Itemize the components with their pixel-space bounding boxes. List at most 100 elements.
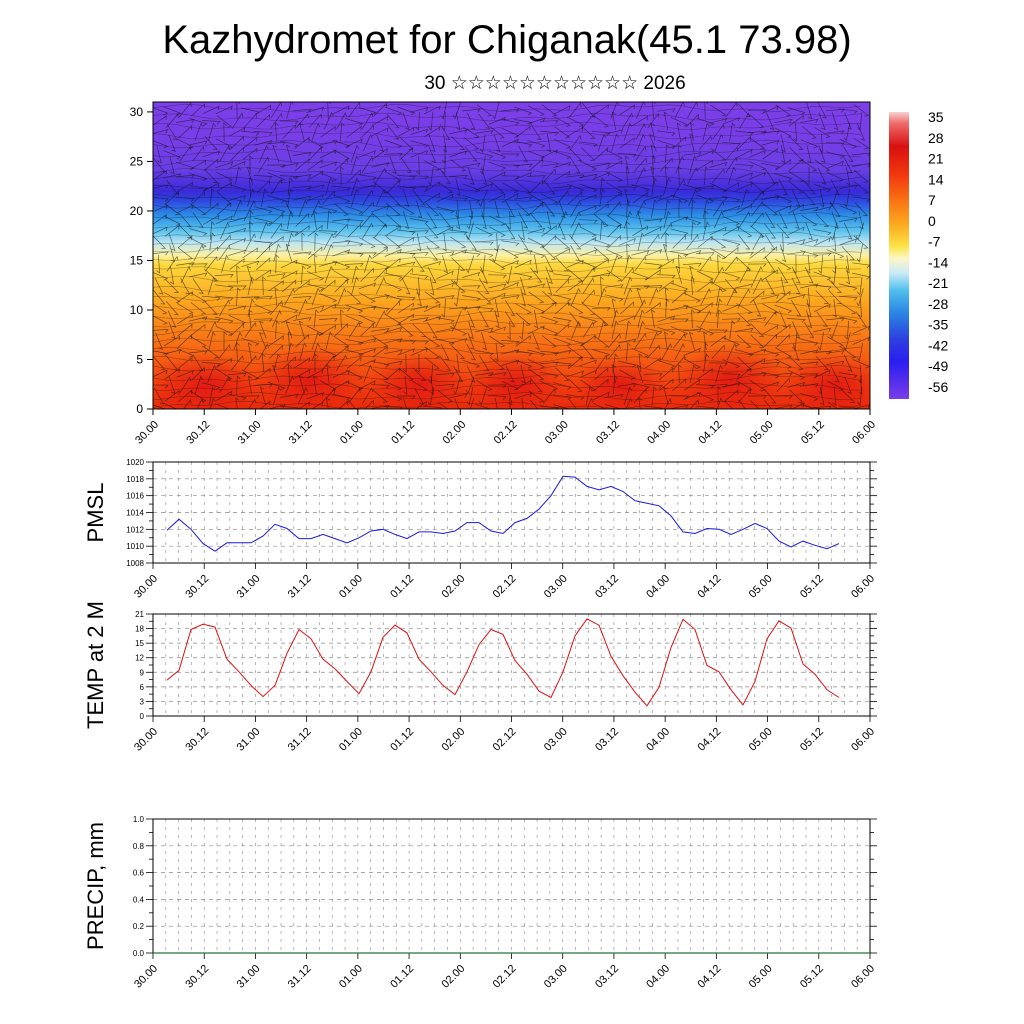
- wind-barb: [689, 155, 697, 174]
- wind-barb: [362, 133, 373, 152]
- wind-barb: [736, 367, 752, 380]
- wind-barb: [439, 168, 451, 184]
- page-subtitle: 30 ☆☆☆☆☆☆☆☆☆☆☆ 2026: [424, 73, 686, 94]
- wind-barb: [501, 380, 520, 391]
- wind-barb: [489, 258, 506, 271]
- wind-barb: [597, 287, 607, 306]
- wind-barb: [319, 261, 338, 267]
- wind-barb: [554, 170, 571, 181]
- wind-barb: [817, 332, 825, 351]
- wind-barb: [487, 274, 507, 279]
- wind-barb: [747, 395, 767, 400]
- wind-barb: [427, 167, 434, 186]
- wind-barb: [424, 357, 440, 370]
- wind-barb: [799, 373, 819, 378]
- wind-barb: [452, 102, 462, 120]
- wind-barb: [643, 383, 663, 389]
- wind-barb: [750, 212, 764, 228]
- wind-barb: [854, 202, 868, 216]
- wind-barb: [826, 171, 844, 182]
- wind-barb: [320, 324, 337, 335]
- wind-barb: [467, 167, 475, 186]
- wind-barb: [682, 262, 702, 267]
- wind-barb: [815, 213, 829, 227]
- wind-barb: [428, 364, 434, 384]
- wind-barb: [416, 288, 422, 307]
- wind-barb: [738, 399, 746, 409]
- x-tick-label: 01.00: [337, 573, 365, 601]
- wind-barb: [722, 239, 741, 247]
- wind-barb: [504, 311, 516, 328]
- wind-barb: [645, 302, 661, 314]
- wind-barb: [451, 257, 466, 271]
- wind-barb: [671, 378, 687, 392]
- wind-barb: [858, 211, 864, 230]
- wind-barb: [253, 175, 273, 180]
- wind-barb: [280, 270, 298, 280]
- wind-barb: [426, 212, 438, 229]
- wind-barb: [712, 123, 725, 140]
- wind-barb: [435, 373, 455, 377]
- wind-barb: [156, 254, 161, 274]
- wind-barb: [398, 313, 415, 324]
- wind-barb: [739, 288, 751, 305]
- x-tick-label: 02.12: [491, 963, 519, 991]
- y-axis-label: PMSL: [83, 483, 108, 543]
- wind-barb: [228, 285, 247, 290]
- wind-barb: [396, 175, 416, 180]
- wind-barb: [462, 306, 481, 311]
- x-tick-label: 03.00: [542, 573, 570, 601]
- wind-barb: [663, 386, 669, 405]
- wind-barb: [644, 194, 663, 202]
- wind-barb: [409, 175, 429, 180]
- wind-barb: [190, 292, 207, 304]
- wind-barb: [208, 386, 216, 405]
- wind-barb: [637, 232, 645, 251]
- wind-barb: [255, 104, 272, 115]
- wind-barb: [324, 243, 334, 262]
- wind-barb: [505, 266, 513, 285]
- wind-barb: [553, 361, 572, 367]
- wind-barb: [466, 222, 474, 241]
- wind-barb: [413, 190, 426, 206]
- wind-barb: [664, 199, 671, 218]
- wind-barb: [397, 185, 416, 191]
- wind-barb: [515, 303, 532, 315]
- wind-barb: [243, 113, 257, 128]
- wind-barb: [384, 349, 403, 355]
- wind-barb: [465, 376, 475, 395]
- wind-barb: [789, 356, 804, 370]
- wind-barb: [571, 320, 581, 339]
- wind-barb: [736, 303, 753, 315]
- wind-barb: [344, 263, 364, 267]
- wind-barb: [843, 354, 853, 372]
- wind-barb: [465, 234, 477, 250]
- wind-barb: [593, 203, 609, 215]
- wind-barb: [788, 203, 805, 214]
- wind-barb: [451, 136, 466, 150]
- wind-barb: [190, 203, 207, 216]
- wind-barb: [506, 320, 511, 340]
- wind-barb: [371, 360, 390, 368]
- wind-barb: [165, 113, 179, 129]
- wind-barb: [703, 353, 710, 372]
- wind-barb: [424, 192, 441, 203]
- wind-barb: [748, 358, 766, 368]
- wind-barb: [285, 375, 295, 394]
- wind-barb: [402, 353, 407, 373]
- wind-barb: [547, 134, 552, 153]
- wind-barb: [672, 136, 687, 150]
- wind-barb: [566, 370, 585, 378]
- colorbar-label: 21: [928, 151, 944, 167]
- wind-barb: [802, 179, 816, 195]
- wind-barb: [844, 320, 850, 340]
- wind-barb: [260, 188, 268, 207]
- wind-barb: [218, 344, 231, 360]
- wind-barb: [436, 338, 455, 346]
- wind-barb: [658, 279, 674, 292]
- wind-barb: [448, 197, 468, 202]
- wind-barb: [853, 235, 869, 249]
- colorbar-label: -14: [928, 254, 948, 270]
- wind-barb: [415, 353, 420, 373]
- wind-barb: [501, 259, 519, 268]
